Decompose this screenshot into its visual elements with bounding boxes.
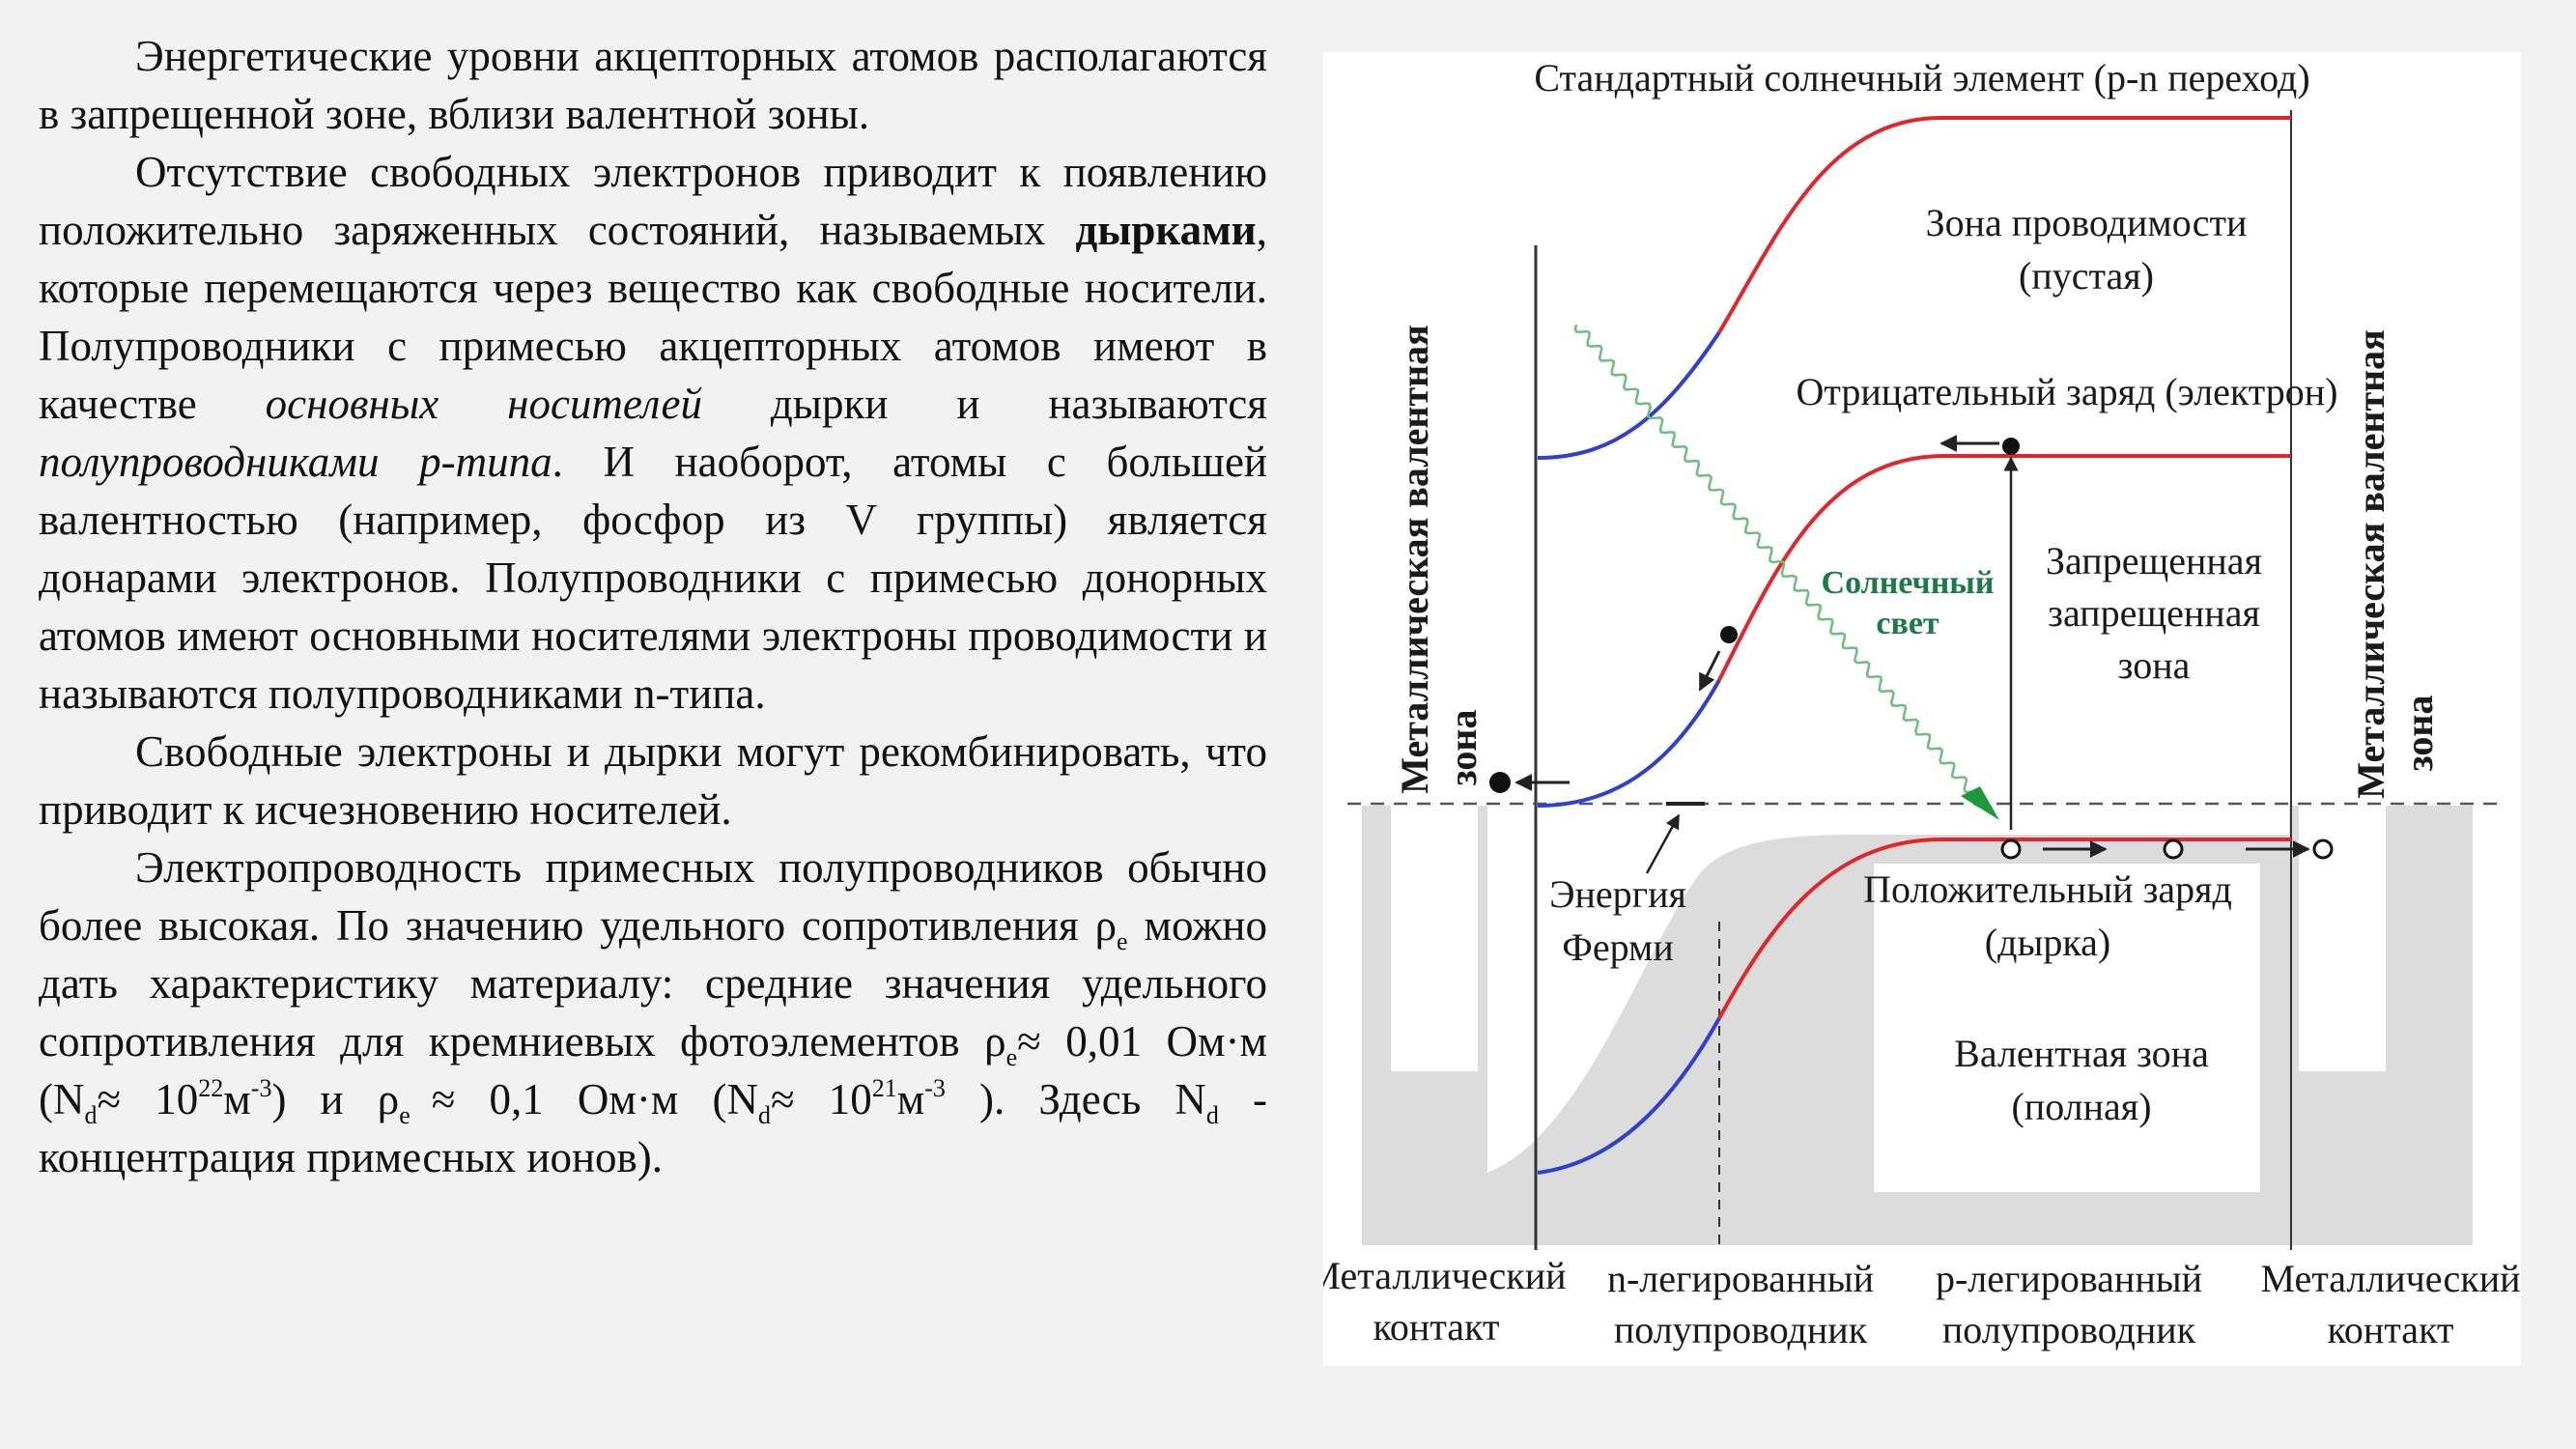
valence-band-label: Валентная зона — [1954, 1032, 2209, 1075]
conduction-band-label: Зона проводимости — [1926, 201, 2248, 244]
metal-valence-right-2: зона — [2397, 696, 2441, 772]
forbidden-band-edge-n — [1537, 679, 1721, 808]
positive-charge-note: (дырка) — [1985, 921, 2110, 964]
paragraph-1: Энергетические уровни акцепторных атомов… — [39, 32, 1267, 138]
pn-junction-diagram: Стандартный солнечный элемент (p-n перех… — [1323, 52, 2521, 1366]
forbidden-label-3: зона — [2118, 643, 2191, 687]
forbidden-label-1: Запрещенная — [2046, 539, 2262, 582]
hole-1 — [2000, 838, 2022, 860]
paragraph-2: Отсутствие свободных электронов приводит… — [39, 148, 1267, 718]
term-majority-carriers: основных носителей — [265, 380, 702, 428]
conduction-band-edge-n — [1537, 330, 1721, 460]
sunlight-label-2: свет — [1876, 606, 1939, 641]
diagram-title: Стандартный солнечный элемент (p-n перех… — [1534, 56, 2309, 99]
sunlight-ray — [1573, 324, 1993, 814]
forbidden-label-2: запрещенная — [2048, 591, 2260, 635]
label-box-valence — [1874, 864, 2260, 1192]
valence-band-note: (полная) — [2011, 1085, 2151, 1128]
term-holes: дырками — [1075, 206, 1257, 254]
forbidden-band-edge-p — [1717, 454, 2291, 681]
body-text: Энергетические уровни акцепторных атомов… — [39, 27, 1267, 1186]
metal-contact-left-2: контакт — [1373, 1305, 1500, 1349]
sunlight-arrowhead — [1961, 786, 1999, 820]
term-p-type: полупроводниками p-типа — [39, 438, 552, 486]
positive-charge-label: Положительный заряд — [1863, 867, 2232, 911]
p-doped-label-1: p-легированный — [1936, 1257, 2202, 1300]
n-doped-label-2: полупроводник — [1614, 1308, 1868, 1351]
valence-band-edge-p — [1717, 838, 2291, 1019]
electron-slope-arrow — [1698, 650, 1721, 692]
hole-3 — [2312, 838, 2334, 860]
paragraph-3: Свободные электроны и дырки могут рекомб… — [39, 727, 1267, 834]
band-diagram-svg: Стандартный солнечный элемент (p-n перех… — [1323, 56, 2521, 1351]
valence-band-edge-n — [1537, 1017, 1721, 1175]
p-doped-label-2: полупроводник — [1942, 1308, 2196, 1351]
metal-valence-left-2: зона — [1441, 710, 1485, 786]
paragraph-4: Электропроводность примесных полупроводн… — [39, 843, 1267, 1181]
electron-dot-slope — [1720, 626, 1738, 643]
fermi-pointer-arrow — [1645, 813, 1681, 874]
conduction-band-edge-p — [1717, 116, 2291, 334]
electron-dot-metal — [1489, 772, 1511, 793]
metal-right-fill — [2289, 806, 2473, 1245]
electron-dot — [2002, 438, 2020, 455]
metal-contact-left-1: Металлический — [1323, 1254, 1567, 1297]
metal-left-fill — [1362, 806, 1487, 1245]
metal-contact-right-2: контакт — [2328, 1308, 2454, 1351]
metal-contact-right-1: Металлический — [2260, 1257, 2520, 1300]
negative-charge-label: Отрицательный заряд (электрон) — [1797, 370, 2338, 413]
hole-2 — [2163, 838, 2184, 860]
metal-valence-right-1: Металлическая валентная — [2349, 329, 2392, 799]
sunlight-label-1: Солнечный — [1822, 565, 1995, 601]
fermi-label-2: Ферми — [1562, 925, 1673, 969]
n-doped-label-1: n-легированный — [1607, 1257, 1874, 1300]
conduction-band-note: (пустая) — [2019, 254, 2154, 298]
fermi-label-1: Энергия — [1549, 872, 1686, 916]
metal-valence-left-1: Металлическая валентная — [1393, 325, 1436, 794]
